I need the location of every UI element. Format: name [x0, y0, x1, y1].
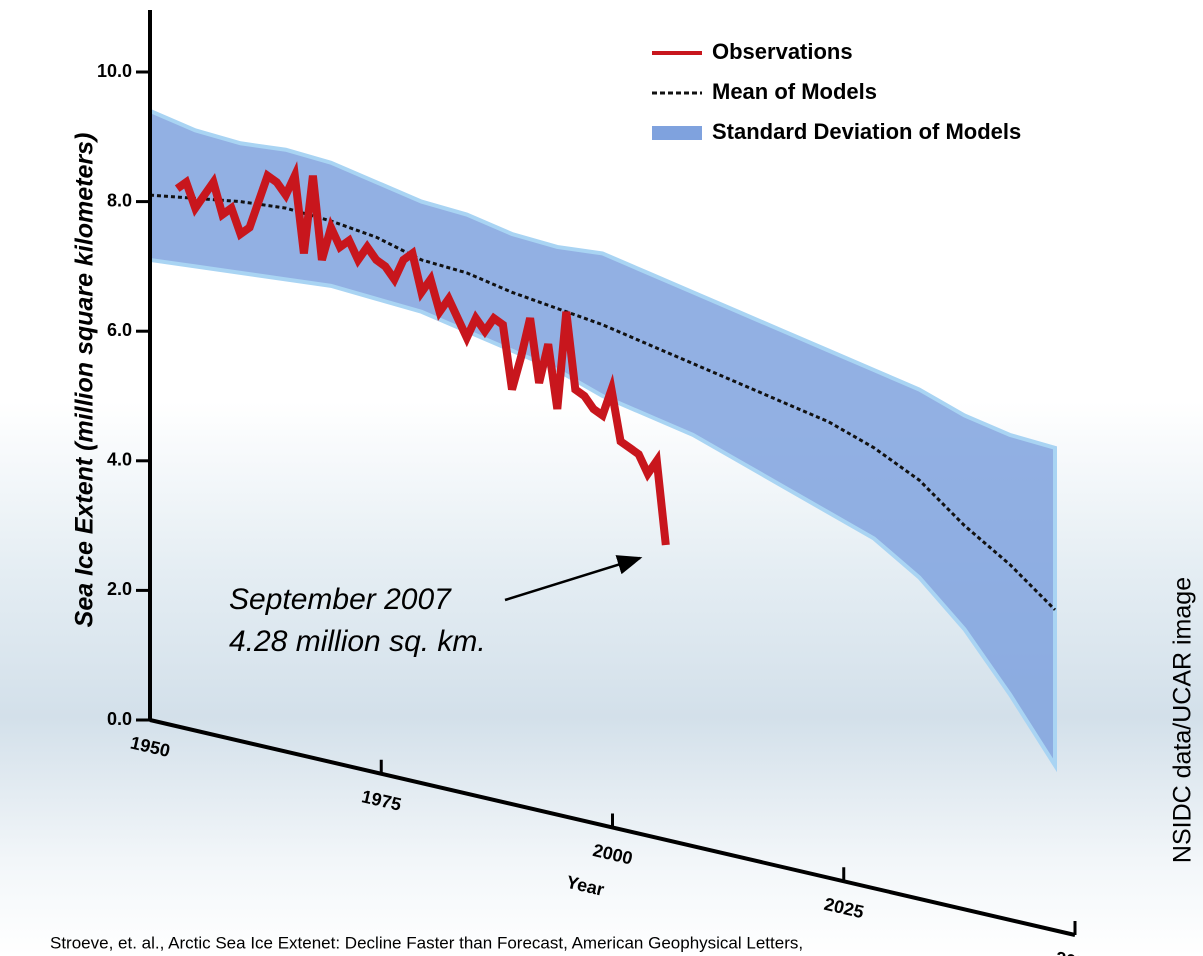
- source: Stroeve, et. al., Arctic Sea Ice Extenet…: [50, 933, 803, 952]
- y-tick-label: 6.0: [107, 320, 132, 340]
- legend-label: Observations: [712, 39, 853, 64]
- y-axis-label: Sea Ice Extent (million square kilometer…: [71, 133, 99, 628]
- legend-label: Mean of Models: [712, 79, 877, 104]
- annotation: September 2007: [229, 583, 452, 616]
- y-tick-label: 10.0: [97, 61, 132, 81]
- legend-label: Standard Deviation of Models: [712, 119, 1021, 144]
- y-tick-label: 0.0: [107, 709, 132, 729]
- y-tick-label: 4.0: [107, 450, 132, 470]
- y-tick-label: 2.0: [107, 579, 132, 599]
- chart: Sea Ice Extent (million square kilometer…: [0, 0, 1203, 956]
- y-tick-label: 8.0: [107, 190, 132, 210]
- legend-swatch: [652, 126, 702, 140]
- annotation: 4.28 million sq. km.: [229, 625, 486, 658]
- credit: NSIDC data/UCAR image: [1169, 577, 1197, 863]
